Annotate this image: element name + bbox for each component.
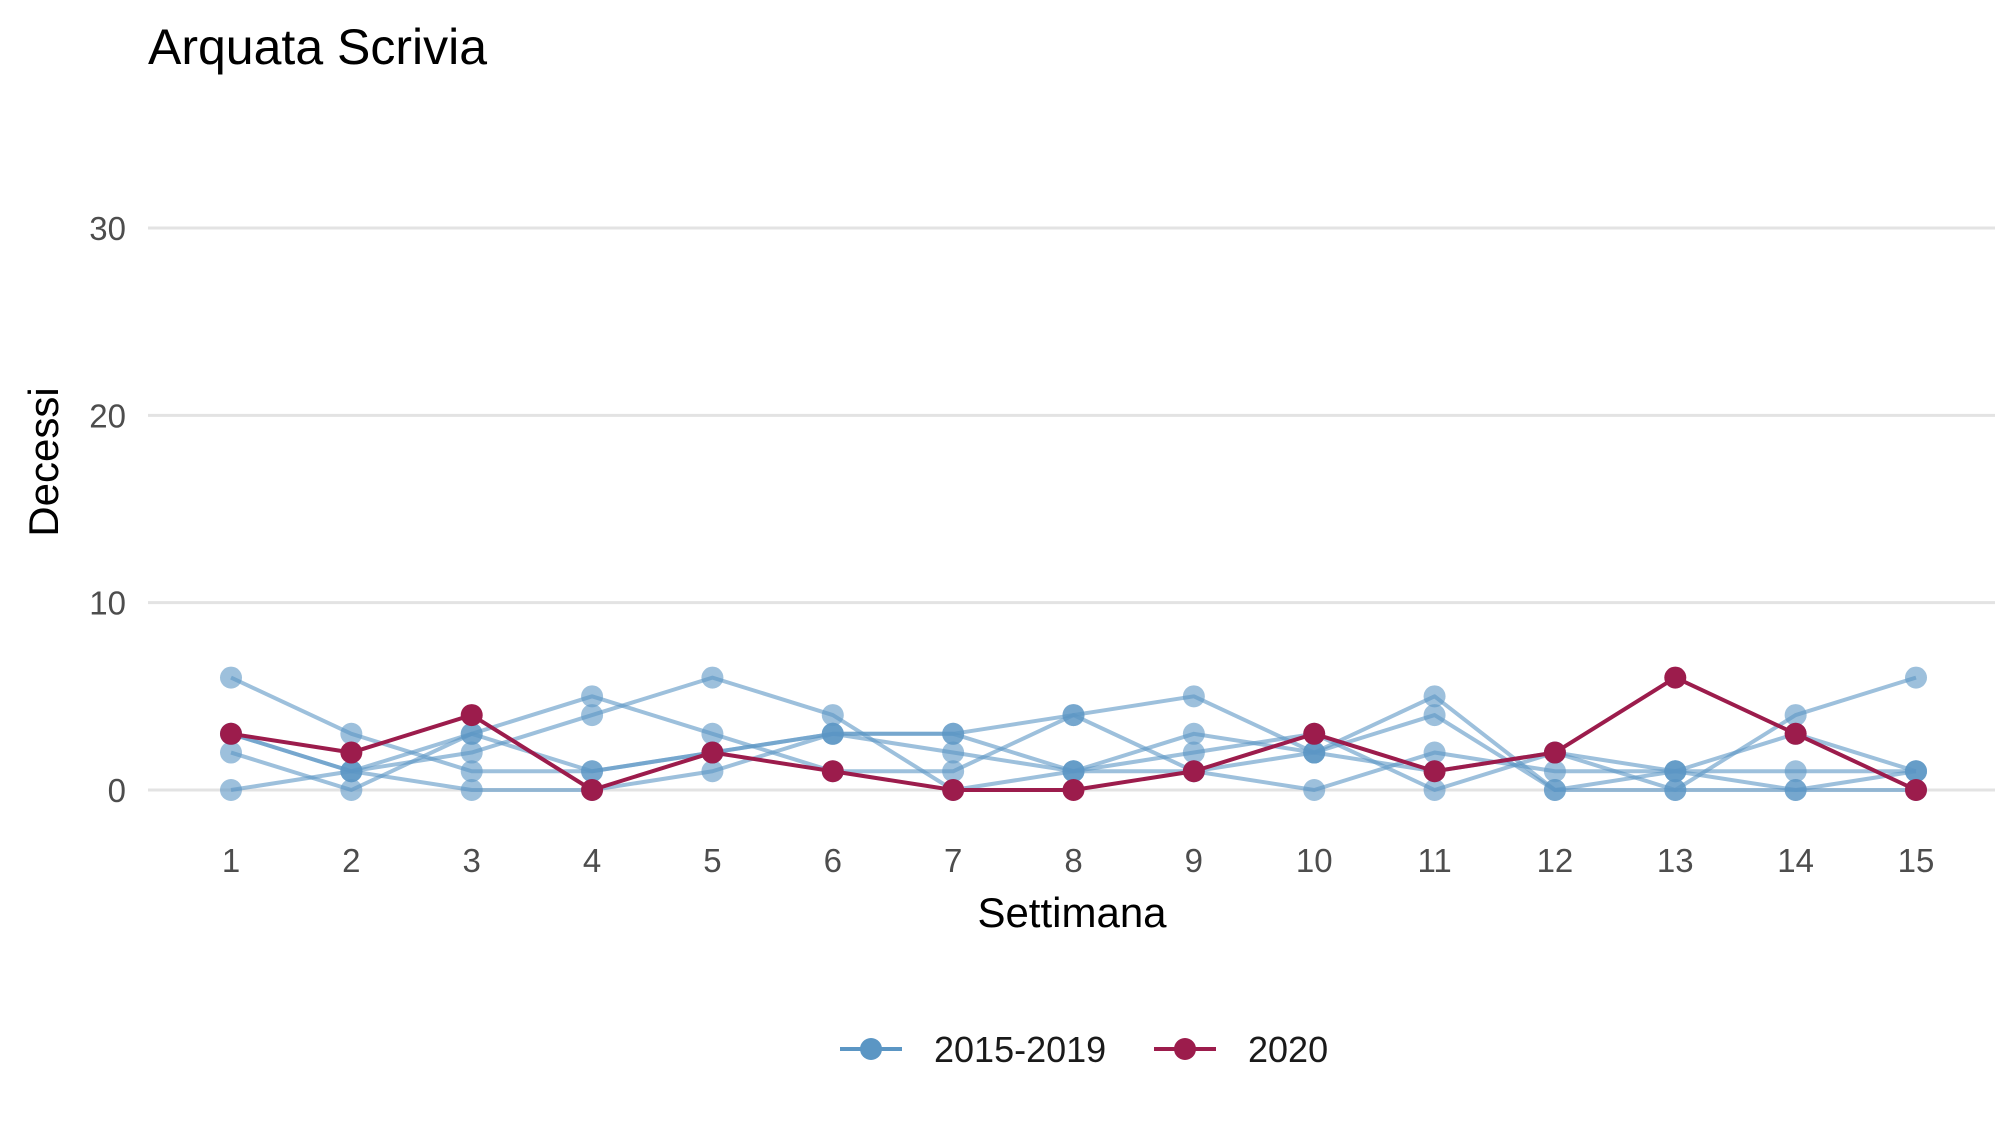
- legend-marker: [860, 1038, 882, 1060]
- data-point: [701, 722, 724, 745]
- data-point: [821, 760, 844, 783]
- data-point: [1784, 722, 1807, 745]
- x-tick-label: 14: [1777, 842, 1814, 879]
- data-point: [1423, 685, 1446, 708]
- data-point: [1182, 760, 1205, 783]
- data-point: [460, 741, 483, 764]
- data-point: [1543, 779, 1566, 801]
- data-point: [1664, 779, 1687, 801]
- y-tick-label: 10: [89, 585, 126, 622]
- legend-item: 2015-2019: [840, 1029, 1106, 1070]
- data-point: [460, 760, 483, 783]
- x-tick-label: 10: [1296, 842, 1333, 879]
- y-tick-label: 30: [89, 210, 126, 247]
- x-tick-label: 1: [222, 842, 240, 879]
- data-point: [340, 741, 363, 764]
- x-tick-label: 3: [463, 842, 481, 879]
- data-point: [1062, 704, 1085, 727]
- y-axis-title: Decessi: [20, 387, 67, 536]
- data-point: [460, 704, 483, 727]
- data-point: [942, 722, 965, 745]
- x-tick-label: 5: [703, 842, 721, 879]
- data-point: [581, 685, 604, 708]
- legend: 2015-2019 2020: [840, 1029, 1328, 1070]
- data-point: [581, 760, 604, 783]
- series-line-2020-5: [220, 666, 1927, 801]
- data-point: [942, 760, 965, 783]
- x-tick-label: 8: [1064, 842, 1082, 879]
- data-point: [1784, 760, 1807, 783]
- data-point: [942, 741, 965, 764]
- data-point: [220, 779, 242, 801]
- y-tick-label: 20: [89, 397, 126, 434]
- data-point: [821, 722, 844, 745]
- data-point: [1182, 741, 1205, 764]
- data-point: [1423, 741, 1446, 764]
- data-point: [701, 666, 724, 689]
- data-point: [1905, 779, 1927, 801]
- data-point: [1543, 741, 1566, 764]
- data-point: [1062, 760, 1085, 783]
- data-point: [1905, 666, 1927, 689]
- x-tick-label: 13: [1657, 842, 1694, 879]
- data-point: [220, 666, 242, 689]
- data-point: [1423, 779, 1446, 801]
- data-point: [1664, 760, 1687, 783]
- data-point: [460, 722, 483, 745]
- data-point: [1423, 760, 1446, 783]
- series-line-2015-2019-4: [220, 666, 1927, 801]
- data-point: [340, 722, 363, 745]
- data-point: [581, 704, 604, 727]
- data-point: [220, 722, 242, 745]
- x-tick-label: 12: [1537, 842, 1574, 879]
- data-point: [340, 779, 363, 801]
- x-tick-label: 15: [1898, 842, 1935, 879]
- data-point: [1062, 779, 1085, 801]
- data-point: [1303, 741, 1326, 764]
- data-point: [1905, 760, 1927, 783]
- legend-item: 2020: [1154, 1029, 1328, 1070]
- x-tick-label: 6: [824, 842, 842, 879]
- data-point: [220, 741, 242, 764]
- data-point: [1182, 722, 1205, 745]
- data-point: [1664, 666, 1687, 689]
- data-point: [1182, 685, 1205, 708]
- data-point: [1784, 704, 1807, 727]
- x-axis-tick-labels: 1 2 3 4 5 6 7 8 9 10 11 12 13 14 15: [222, 842, 1935, 879]
- data-point: [581, 779, 604, 801]
- data-point: [1784, 779, 1807, 801]
- x-tick-label: 2: [342, 842, 360, 879]
- x-tick-label: 9: [1185, 842, 1203, 879]
- x-axis-title: Settimana: [977, 889, 1167, 936]
- data-point: [1303, 779, 1326, 801]
- y-axis-tick-labels: 0 10 20 30: [89, 210, 126, 809]
- data-point: [1423, 704, 1446, 727]
- data-point: [701, 741, 724, 764]
- data-point: [701, 760, 724, 783]
- y-tick-label: 0: [108, 772, 126, 809]
- x-tick-label: 7: [944, 842, 962, 879]
- data-point: [1543, 760, 1566, 783]
- data-point: [942, 779, 965, 801]
- series-2020: [220, 666, 1927, 801]
- chart-title: Arquata Scrivia: [148, 19, 487, 75]
- data-point: [340, 760, 363, 783]
- x-tick-label: 11: [1417, 842, 1451, 879]
- data-point: [821, 704, 844, 727]
- legend-marker: [1174, 1038, 1196, 1060]
- data-point: [1303, 722, 1326, 745]
- data-point: [460, 779, 483, 801]
- x-tick-label: 4: [583, 842, 601, 879]
- legend-label: 2020: [1248, 1029, 1328, 1070]
- legend-label: 2015-2019: [934, 1029, 1106, 1070]
